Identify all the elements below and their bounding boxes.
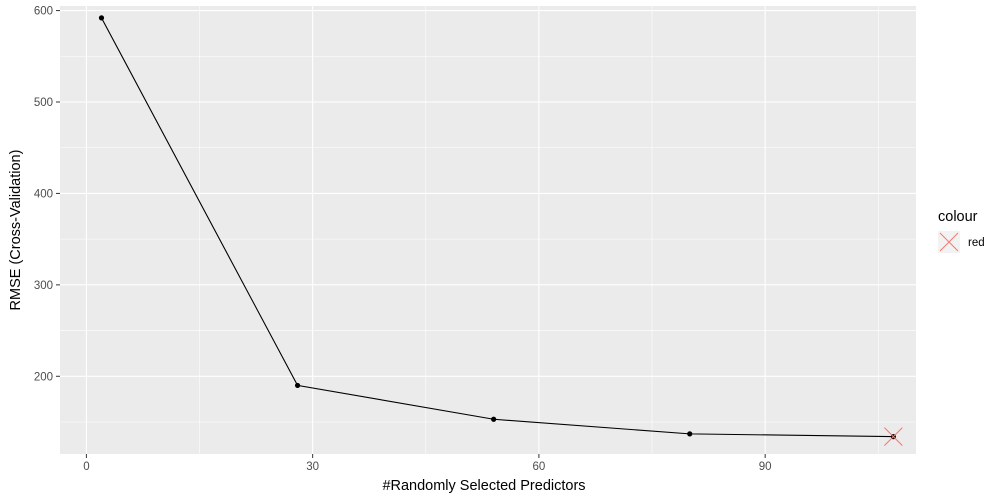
y-tick-label: 600 (34, 6, 53, 18)
x-tick-label: 60 (533, 461, 546, 473)
grid-minor (60, 6, 916, 454)
legend: colour red (938, 209, 985, 253)
data-point (98, 15, 105, 21)
y-tick-label: 200 (34, 371, 53, 383)
legend-key-x-icon (939, 232, 959, 252)
legend-entry-label: red (968, 237, 985, 249)
x-axis: 0 30 60 90 (83, 454, 772, 473)
x-tick-label: 90 (759, 461, 772, 473)
x-tick-label: 30 (306, 461, 319, 473)
legend-title: colour (938, 209, 978, 225)
data-point (491, 416, 497, 422)
y-axis-title: RMSE (Cross-Validation) (8, 150, 24, 311)
plot-panel (60, 6, 916, 454)
data-point (687, 431, 693, 437)
legend-key-stroke (939, 232, 959, 252)
grid-major (60, 6, 916, 454)
x-axis-title: #Randomly Selected Predictors (382, 478, 585, 494)
highlight-x-stroke (884, 427, 903, 446)
x-tick-label: 0 (83, 461, 89, 473)
highlight-marker (884, 427, 903, 446)
y-tick-label: 300 (34, 280, 53, 292)
y-axis: 200 300 400 500 600 (34, 6, 60, 383)
data-point (294, 382, 301, 389)
y-tick-label: 400 (34, 188, 53, 200)
y-tick-label: 500 (34, 97, 53, 109)
